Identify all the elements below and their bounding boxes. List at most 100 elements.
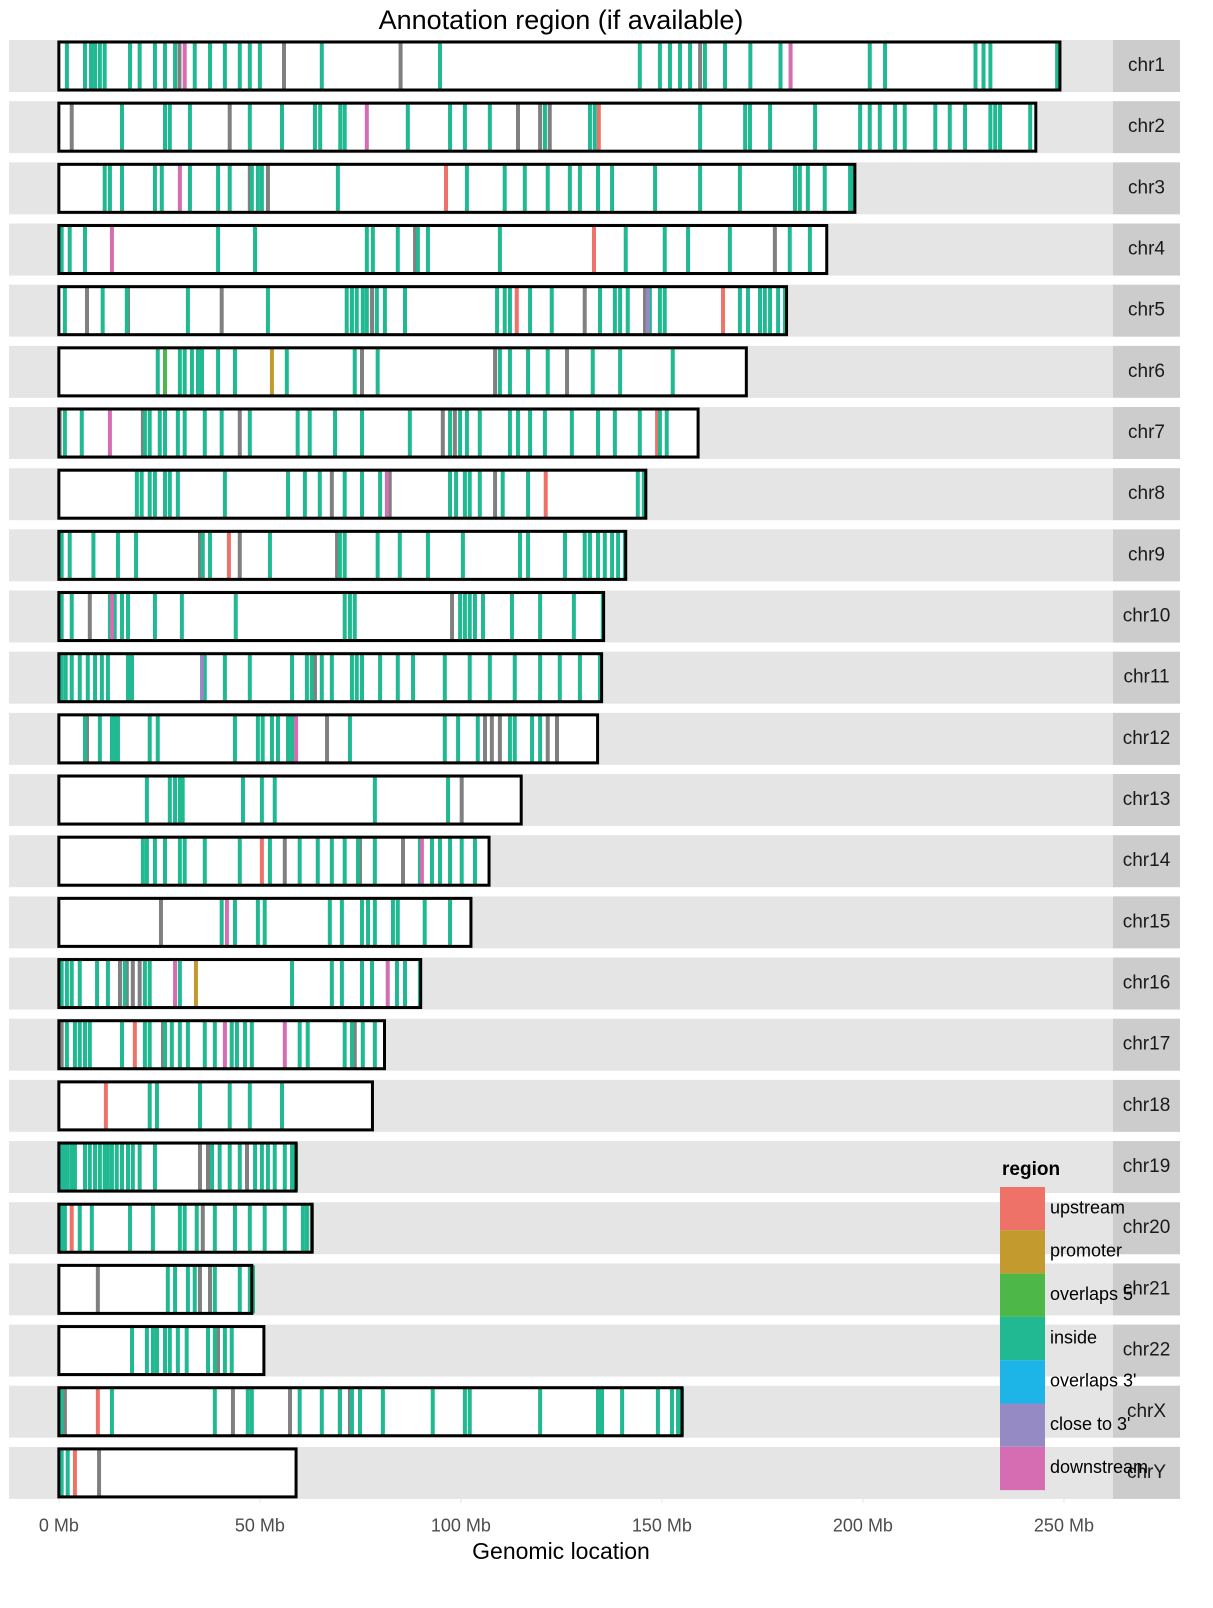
region-mark [69,1143,74,1192]
region-mark [282,837,287,886]
region-mark [185,1265,190,1314]
region-mark [538,103,543,152]
region-mark [335,531,340,580]
region-mark [194,1204,199,1253]
region-mark [216,225,221,274]
region-mark [318,103,323,152]
region-mark [364,103,369,152]
region-mark [657,42,662,90]
legend-label: upstream [1050,1197,1125,1217]
region-mark [347,714,352,763]
chromosome-label: chr12 [1123,728,1171,749]
region-mark [477,470,482,519]
region-mark [335,164,340,213]
region-mark [319,1387,324,1436]
region-mark [472,592,477,641]
region-mark [538,714,543,763]
region-mark [309,653,314,702]
region-mark [867,42,872,90]
region-mark [342,103,347,152]
region-mark [1028,103,1033,152]
region-mark [242,1020,247,1069]
region-mark [329,470,334,519]
chromosome-body [58,286,787,335]
region-mark [339,959,344,1008]
region-mark [545,347,550,396]
region-mark [109,1387,114,1436]
region-mark [805,164,810,213]
chromosome-label: chr9 [1128,544,1165,565]
chromosome-outline [57,285,789,337]
region-mark [137,42,142,90]
region-mark [500,470,505,519]
region-mark [748,42,753,90]
row-strip [1113,1385,1180,1438]
region-mark [237,837,242,886]
region-mark [179,592,184,641]
region-mark [370,225,375,274]
region-mark [59,653,64,702]
legend-label: overlaps 3' [1050,1371,1136,1391]
region-mark [272,1143,277,1192]
region-mark [282,1143,287,1192]
chromosome-outline [57,1080,374,1132]
region-mark [137,1143,142,1192]
chromosome-label: chr4 [1128,239,1165,260]
region-mark [360,1020,365,1069]
region-mark [359,409,364,458]
region-mark [102,164,107,213]
region-mark [963,103,968,152]
region-mark [670,347,675,396]
region-mark [1055,42,1060,90]
region-mark [255,714,260,763]
chromosome-outline [57,162,857,214]
region-mark [538,1387,543,1436]
region-mark [675,1387,680,1436]
region-mark [249,164,254,213]
region-mark [616,531,621,580]
region-mark [297,837,302,886]
row-strip [1113,1263,1180,1316]
region-mark [333,409,338,458]
region-mark [394,959,399,1008]
row-strip [1113,651,1180,704]
region-mark [150,1204,155,1253]
region-mark [507,409,512,458]
region-mark [212,1387,217,1436]
region-mark [142,1020,147,1069]
region-mark [988,103,993,152]
row-strip [1113,774,1180,827]
region-mark [262,898,267,947]
region-mark [489,714,494,763]
region-mark [182,42,187,90]
x-tick-label: 250 Mb [1034,1516,1094,1536]
row-strip [1113,345,1180,398]
region-mark [370,959,375,1008]
region-mark [109,1143,114,1192]
region-mark [95,959,100,1008]
region-mark [95,1387,100,1436]
chromosome-outline [57,896,473,948]
region-mark [267,837,272,886]
region-mark [119,1020,124,1069]
x-axis-label: Genomic location [472,1538,650,1564]
region-mark [294,714,299,763]
region-mark [237,1143,242,1192]
region-mark [515,409,520,458]
region-mark [398,42,403,90]
chromosome-label: chr15 [1123,911,1171,932]
region-mark [77,653,82,702]
region-mark [59,1387,64,1436]
region-mark [59,1143,64,1192]
region-mark [329,653,334,702]
region-mark [883,42,888,90]
region-mark [195,347,200,396]
chromosome-label: chr21 [1123,1278,1171,1299]
region-mark [545,164,550,213]
region-mark [162,409,167,458]
region-mark [329,837,334,886]
region-mark [312,103,317,152]
region-mark [262,1204,267,1253]
region-mark [105,959,110,1008]
region-mark [175,409,180,458]
